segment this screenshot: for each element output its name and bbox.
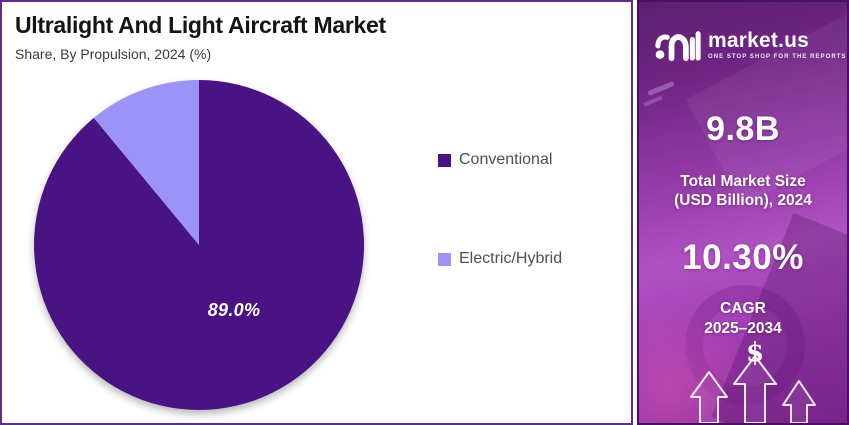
legend-item-conventional: Conventional [438, 151, 552, 169]
market-size-label: Total Market Size (USD Billion), 2024 [639, 172, 847, 211]
legend: Conventional Electric/Hybrid [438, 2, 628, 423]
growth-arrows-graphic: $ [690, 338, 816, 423]
pie-slice-conventional [34, 80, 365, 410]
chart-title: Ultralight And Light Aircraft Market [15, 12, 386, 38]
cagr-label-line1: CAGR [720, 300, 766, 317]
decorative-dash [642, 95, 664, 107]
pie-slice-label: 89.0% [207, 300, 261, 320]
brand-text-block: market.us ONE STOP SHOP FOR THE REPORTS [708, 30, 846, 60]
dollar-sign: $ [746, 338, 764, 368]
cagr-label-line2: 2025–2034 [704, 320, 782, 338]
cagr-value: 10.30% [682, 238, 804, 277]
up-arrow-right [782, 380, 816, 423]
market-size-label-line2: (USD Billion), 2024 [674, 192, 812, 210]
sidebar: market.us ONE STOP SHOP FOR THE REPORTS … [637, 0, 849, 425]
legend-marker-conventional [438, 153, 451, 167]
marketus-logo-icon [655, 31, 701, 62]
legend-label: Electric/Hybrid [459, 250, 563, 267]
brand-logo: market.us ONE STOP SHOP FOR THE REPORTS [655, 27, 846, 62]
legend-marker-electric-hybrid [438, 252, 451, 266]
brand-name: market.us [708, 28, 810, 52]
brand-tagline: ONE STOP SHOP FOR THE REPORTS [708, 53, 847, 60]
legend-item-electric-hybrid: Electric/Hybrid [438, 250, 562, 268]
up-arrow-left [690, 371, 728, 423]
decorative-dash [647, 80, 675, 97]
legend-label: Conventional [459, 151, 553, 168]
chart-panel: Ultralight And Light Aircraft Market Sha… [0, 0, 633, 425]
pie-slice-electric-hybrid [93, 80, 199, 245]
chart-subtitle: Share, By Propulsion, 2024 (%) [15, 46, 212, 62]
cagr-label: CAGR 2025–2034 [639, 299, 847, 339]
pie-chart [34, 80, 365, 410]
market-size-value: 9.8B [706, 110, 780, 148]
up-arrow-center [733, 355, 777, 423]
market-size-label-line1: Total Market Size [680, 173, 806, 190]
